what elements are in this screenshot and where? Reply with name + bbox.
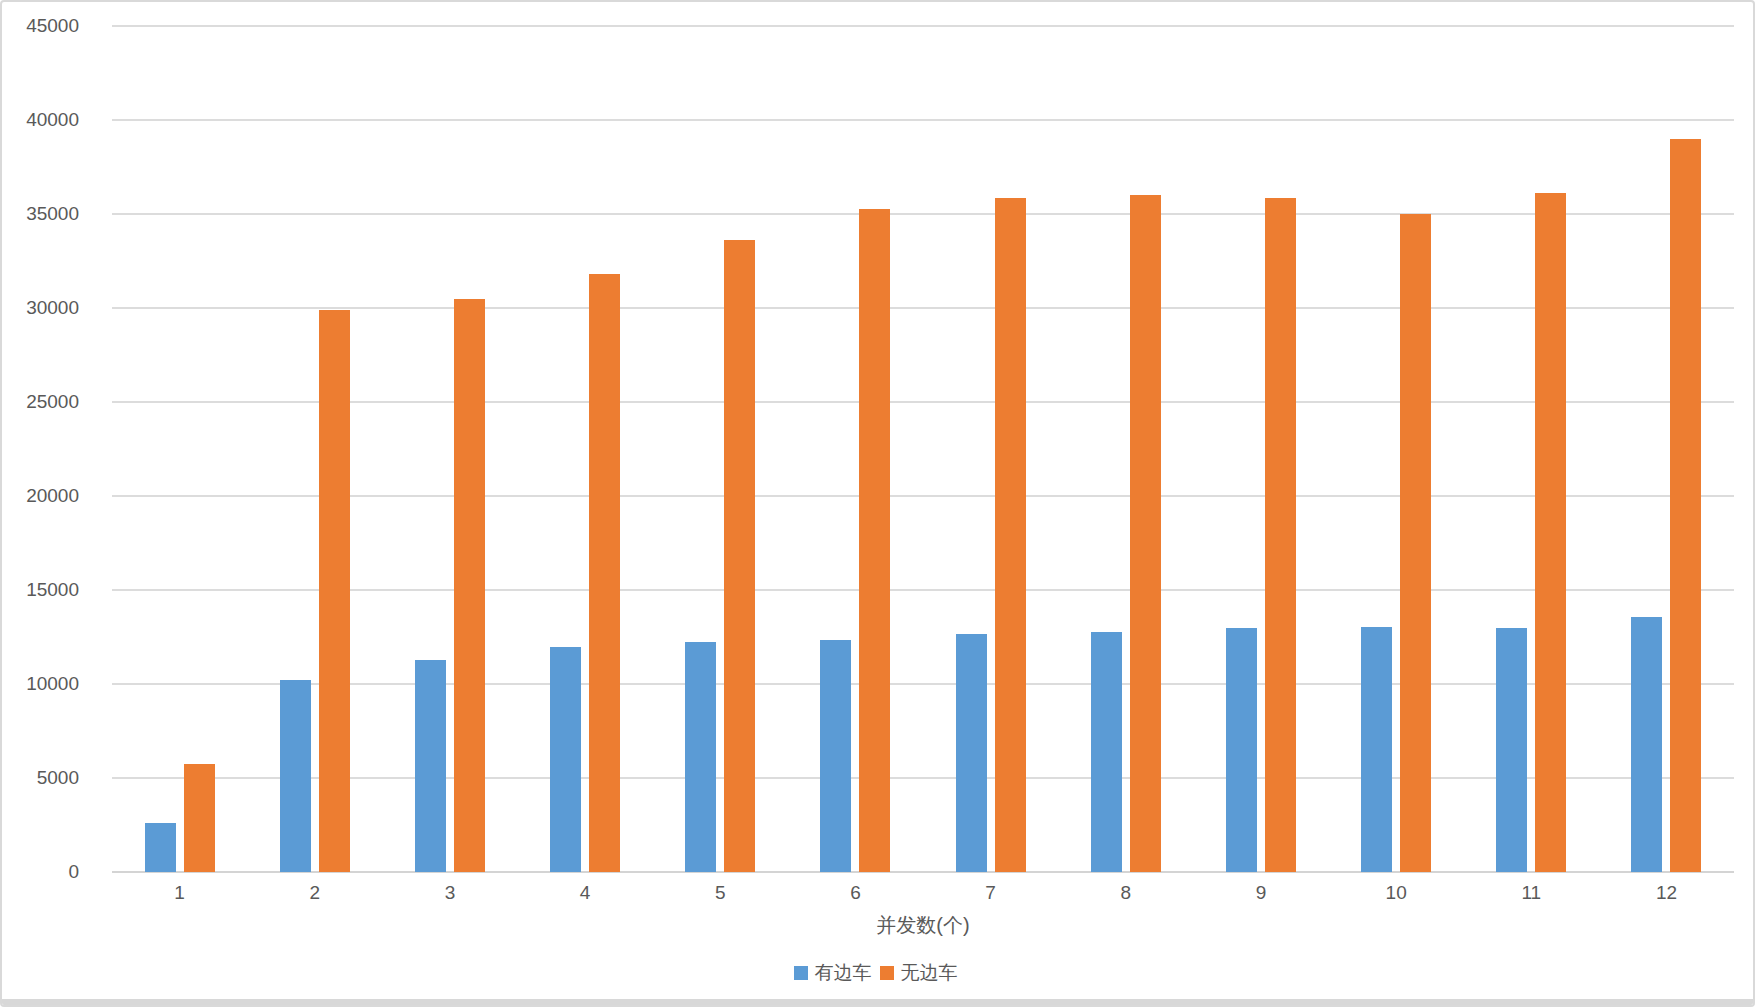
x-tick-label: 10: [1329, 882, 1464, 904]
bar-有边车-11: [1496, 628, 1527, 872]
legend-swatch-icon: [880, 966, 894, 980]
bar-group-1: 1: [112, 26, 247, 872]
bar-无边车-3: [454, 299, 485, 872]
bar-有边车-9: [1226, 628, 1257, 872]
bar-有边车-1: [145, 823, 176, 872]
legend-item-无边车: 无边车: [880, 960, 962, 986]
bar-无边车-7: [995, 198, 1026, 872]
bar-group-7: 7: [923, 26, 1058, 872]
bar-group-5: 5: [653, 26, 788, 872]
y-tick-label: 45000: [0, 16, 79, 35]
bar-无边车-2: [319, 310, 350, 872]
x-tick-label: 3: [382, 882, 517, 904]
legend-label: 有边车: [815, 960, 872, 986]
bar-有边车-7: [956, 634, 987, 872]
y-tick-label: 35000: [0, 204, 79, 223]
y-tick-label: 0: [0, 862, 79, 881]
x-tick-label: 1: [112, 882, 247, 904]
x-tick-label: 12: [1599, 882, 1734, 904]
y-tick-label: 20000: [0, 486, 79, 505]
y-tick-label: 30000: [0, 298, 79, 317]
x-tick-label: 7: [923, 882, 1058, 904]
legend-item-有边车: 有边车: [794, 960, 876, 986]
bar-group-12: 12: [1599, 26, 1734, 872]
x-tick-label: 9: [1193, 882, 1328, 904]
legend-swatch-icon: [794, 966, 808, 980]
chart-canvas: 0 5000 10000 15000 20000 25000 30000 35000 40000…: [0, 0, 1755, 1007]
bottom-gray-strip: [2, 999, 1753, 1005]
bar-无边车-6: [859, 209, 890, 872]
x-tick-label: 2: [247, 882, 382, 904]
bar-有边车-8: [1091, 632, 1122, 872]
y-axis-title: qps: [0, 399, 1, 499]
x-tick-label: 5: [653, 882, 788, 904]
bar-无边车-11: [1535, 193, 1566, 872]
bar-有边车-4: [550, 647, 581, 872]
bar-无边车-12: [1670, 139, 1701, 872]
y-tick-label: 40000: [0, 110, 79, 129]
bar-有边车-2: [280, 680, 311, 872]
bar-chart-plot-area: 0500010000150002000025000300003500040000…: [112, 26, 1734, 872]
y-tick-label: 15000: [0, 580, 79, 599]
bar-有边车-12: [1631, 617, 1662, 872]
x-tick-label: 8: [1058, 882, 1193, 904]
bar-group-2: 2: [247, 26, 382, 872]
bar-group-6: 6: [788, 26, 923, 872]
bar-group-4: 4: [518, 26, 653, 872]
bar-有边车-6: [820, 640, 851, 872]
bar-无边车-4: [589, 274, 620, 872]
x-tick-label: 6: [788, 882, 923, 904]
y-tick-label: 5000: [0, 768, 79, 787]
bar-有边车-3: [415, 660, 446, 872]
bar-group-11: 11: [1464, 26, 1599, 872]
bar-有边车-10: [1361, 627, 1392, 872]
bar-无边车-5: [724, 240, 755, 872]
x-axis-title: 并发数(个): [112, 912, 1734, 939]
bar-有边车-5: [685, 642, 716, 872]
y-tick-label: 25000: [0, 392, 79, 411]
bar-group-10: 10: [1329, 26, 1464, 872]
bar-无边车-1: [184, 764, 215, 872]
bar-无边车-10: [1400, 214, 1431, 872]
legend-label: 无边车: [901, 960, 958, 986]
y-tick-label: 10000: [0, 674, 79, 693]
x-tick-label: 4: [518, 882, 653, 904]
bar-无边车-9: [1265, 198, 1296, 872]
bar-group-8: 8: [1058, 26, 1193, 872]
x-tick-label: 11: [1464, 882, 1599, 904]
chart-legend: 有边车 无边车: [2, 960, 1753, 986]
bar-groups: 123456789101112: [112, 26, 1734, 872]
bar-group-9: 9: [1193, 26, 1328, 872]
bar-group-3: 3: [382, 26, 517, 872]
bar-无边车-8: [1130, 195, 1161, 872]
